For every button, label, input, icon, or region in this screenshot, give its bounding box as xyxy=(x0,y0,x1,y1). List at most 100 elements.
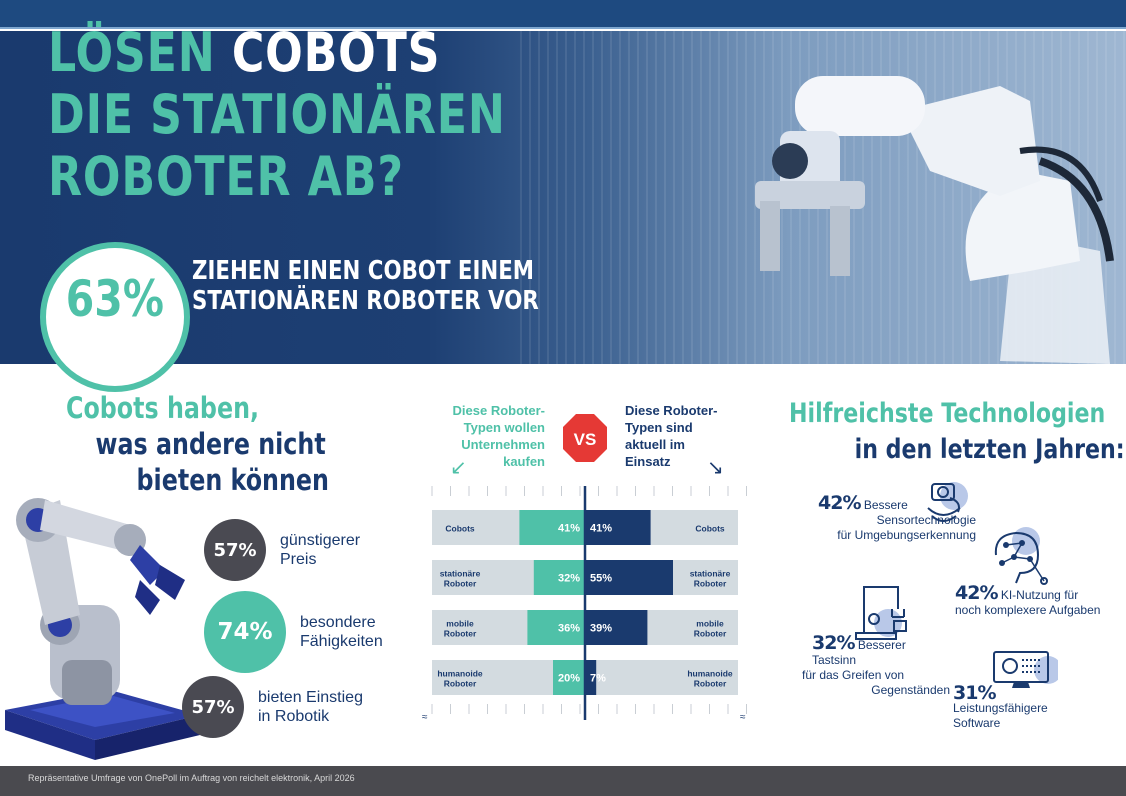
tech-item-ai: 42% KI-Nutzung für noch komplexere Aufga… xyxy=(955,584,1115,618)
tech-pct: 31% xyxy=(953,682,996,704)
vs-text: VS xyxy=(574,430,597,449)
buy-label-line: Typen wollen xyxy=(463,420,545,435)
sensor-icon xyxy=(927,482,968,522)
tech-label-line1: KI-Nutzung für xyxy=(1000,588,1079,602)
bar-label-use: 41% xyxy=(590,523,612,535)
tech-label-line2: für das Greifen von xyxy=(802,668,905,682)
stat-label-line2: Preis xyxy=(280,551,317,568)
bar-use xyxy=(585,510,651,545)
stat-label-line2: Fähigkeiten xyxy=(300,633,383,650)
cobots-heading-line3: bieten können xyxy=(136,463,329,497)
axis-break-right: ≈ xyxy=(740,712,746,722)
hero-claim-line1: ZIEHEN EINEN COBOT EINEM xyxy=(192,256,535,286)
vs-bar-chart: 41% 41% Cobots Cobots 32% 55% stationäre statio… xyxy=(422,486,747,722)
bar-buy xyxy=(533,560,585,595)
category-label-right: stationäre xyxy=(690,569,731,579)
stat-label: besondere Fähigkeiten xyxy=(300,613,383,651)
category-label-left: humanoide xyxy=(437,669,483,679)
bar-use xyxy=(585,610,648,645)
bar-label-buy: 32% xyxy=(558,573,580,585)
bar-label-use: 55% xyxy=(590,573,612,585)
gripper-arm-icon xyxy=(855,586,907,640)
category-label-right: Cobots xyxy=(695,524,725,534)
monitor-software-icon xyxy=(993,651,1058,688)
hero-claim-line2: STATIONÄREN ROBOTER VOR xyxy=(192,286,539,316)
tech-label-line1: Leistungsfähigere xyxy=(953,701,1048,715)
use-label-line: Einsatz xyxy=(625,454,671,469)
hero-percentage-circle: 63% xyxy=(40,242,190,392)
bar-buy xyxy=(553,660,585,695)
vs-badge: VS xyxy=(563,414,607,462)
tech-label-line2: noch komplexere Aufgaben xyxy=(955,603,1101,617)
bar-buy xyxy=(527,610,585,645)
footer-text: Repräsentative Umfrage von OnePoll im Au… xyxy=(28,773,355,783)
stat-label: günstigerer Preis xyxy=(280,531,360,569)
category-label-left: Roboter xyxy=(444,629,477,639)
tech-label-line3: für Umgebungserkennung xyxy=(837,528,976,542)
buy-label-line: Unternehmen xyxy=(461,437,545,452)
robot-arm-icon xyxy=(5,498,200,760)
stat-circle: 57% xyxy=(204,519,266,581)
stat-label: bieten Einstieg in Robotik xyxy=(258,688,363,726)
bar-buy xyxy=(519,510,585,545)
use-label-line: Typen sind xyxy=(625,420,693,435)
category-label-left: Roboter xyxy=(444,579,477,589)
cobots-heading-line2: was andere nicht xyxy=(95,427,326,461)
cobots-heading-line1: Cobots haben, xyxy=(66,391,260,425)
tech-pct: 42% xyxy=(955,582,998,604)
category-label-right: mobile xyxy=(696,619,724,629)
tech-label-line2: Sensortechnologie xyxy=(876,513,976,527)
hero-title: LÖSEN COBOTS DIE STATIONÄREN ROBOTER AB? xyxy=(48,22,506,208)
category-label-right: humanoide xyxy=(687,669,733,679)
category-label-right: Roboter xyxy=(694,629,727,639)
hero-title-line3: ROBOTER AB? xyxy=(48,145,404,208)
use-label-line: aktuell im xyxy=(625,437,685,452)
top-bar xyxy=(0,0,1126,29)
stat-label-line1: bieten Einstieg xyxy=(258,689,363,706)
bar-label-buy: 41% xyxy=(558,523,580,535)
cobots-heading: Cobots haben, was andere nicht bieten kö… xyxy=(66,390,329,498)
technologies-heading-line1: Hilfreichste Technologien xyxy=(789,398,1106,429)
category-label-left: mobile xyxy=(446,619,474,629)
tech-pct: 32% xyxy=(812,632,855,654)
bar-use xyxy=(585,560,673,595)
tech-pct: 42% xyxy=(818,492,861,514)
bar-label-use: 7% xyxy=(590,673,606,685)
footer-source: Repräsentative Umfrage von OnePoll im Au… xyxy=(0,766,1126,796)
hero-claim: ZIEHEN EINEN COBOT EINEM STATIONÄREN ROB… xyxy=(192,256,539,316)
hero-title-line1a: LÖSEN xyxy=(48,21,232,84)
technologies-heading: Hilfreichste Technologien in den letzten… xyxy=(789,396,1125,468)
tech-item-touch: 32% Besserer Tastsinn für das Greifen vo… xyxy=(790,634,950,698)
tech-label-line1: Bessere xyxy=(863,498,908,512)
ai-brain-icon xyxy=(994,527,1048,585)
buy-arrow-icon: ↙ xyxy=(450,457,467,479)
use-label-line: Diese Roboter- xyxy=(625,403,718,418)
hero-title-line1b: COBOTS xyxy=(231,21,441,84)
tech-label-line2: Software xyxy=(953,716,1001,730)
tech-label-line1: Besserer Tastsinn xyxy=(812,638,906,667)
stat-circle: 57% xyxy=(182,676,244,738)
buy-label-line: kaufen xyxy=(503,454,545,469)
category-label-right: Roboter xyxy=(694,679,727,689)
stat-label-line1: günstigerer xyxy=(280,532,361,549)
use-series-label: Diese Roboter- Typen sind aktuell im Ein… xyxy=(625,402,737,470)
stat-cheaper-price: 57% günstigerer Preis xyxy=(204,519,360,581)
buy-series-label: Diese Roboter- Typen wollen Unternehmen … xyxy=(433,402,545,470)
stat-entry-robotics: 57% bieten Einstieg in Robotik xyxy=(182,676,363,738)
bar-label-use: 39% xyxy=(590,623,612,635)
bar-use xyxy=(585,660,597,695)
category-label-left: Roboter xyxy=(444,679,477,689)
hero-title-line2: DIE STATIONÄREN xyxy=(48,83,506,146)
stat-label-line2: in Robotik xyxy=(258,708,330,725)
stat-circle: 74% xyxy=(204,591,286,673)
hero-percentage: 63% xyxy=(65,270,165,328)
use-arrow-icon: ↘ xyxy=(707,457,724,479)
bar-label-buy: 36% xyxy=(558,623,580,635)
axis-break-left: ≈ xyxy=(422,712,428,722)
category-label-left: Cobots xyxy=(445,524,475,534)
tech-label-line3: Gegenständen xyxy=(871,683,950,697)
buy-label-line: Diese Roboter- xyxy=(452,403,545,418)
technologies-heading-line2: in den letzten Jahren: xyxy=(854,434,1125,465)
tech-item-software: 31% Leistungsfähigere Software xyxy=(953,682,1073,731)
stat-label-line1: besondere xyxy=(300,614,376,631)
